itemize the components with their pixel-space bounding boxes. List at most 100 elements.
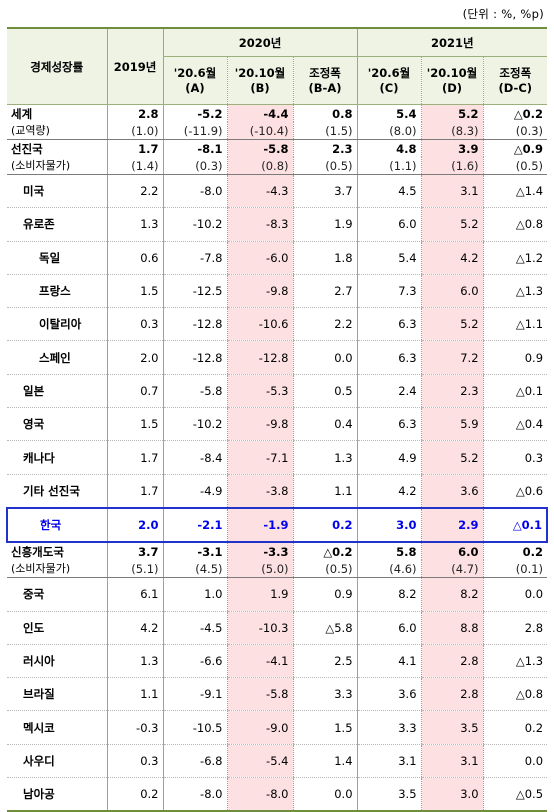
country-value: 0.0 bbox=[482, 744, 548, 779]
world-value: 5.4 bbox=[356, 104, 422, 122]
country-value: 2.2 bbox=[292, 307, 358, 342]
country-value: 3.1 bbox=[356, 744, 422, 779]
table-row: 러시아 1.3 -6.6 -4.1 2.5 4.1 2.8 △1.3 bbox=[7, 644, 548, 679]
country-value: -10.3 bbox=[226, 611, 293, 645]
country-value: 6.3 bbox=[356, 307, 422, 342]
country-value: 3.5 bbox=[356, 777, 422, 812]
korea-value: -2.1 bbox=[162, 506, 227, 544]
advanced-value: 1.7 bbox=[106, 139, 163, 157]
country-value: 0.0 bbox=[292, 340, 358, 375]
world-value: 2.8 bbox=[106, 104, 163, 122]
country-value: 1.9 bbox=[292, 207, 358, 242]
country-value: △1.3 bbox=[482, 644, 548, 679]
country-value: -7.8 bbox=[162, 241, 227, 275]
country-value: 6.0 bbox=[420, 274, 484, 309]
emerging-sublabel: (소비자물가) bbox=[7, 560, 107, 579]
header-col-b: '20.10월 (B) bbox=[226, 56, 293, 105]
country-value: 1.3 bbox=[106, 644, 163, 679]
advanced-value: △0.9 bbox=[482, 139, 548, 157]
world-value: △0.2 bbox=[482, 104, 548, 122]
country-value: 2.0 bbox=[106, 340, 163, 375]
country-value: 4.9 bbox=[356, 440, 422, 475]
country-value: 0.2 bbox=[482, 710, 548, 745]
advanced-sub-value: (1.6) bbox=[420, 157, 484, 175]
country-value: 5.4 bbox=[356, 241, 422, 275]
country-label: 유로존 bbox=[7, 207, 107, 242]
country-value: 1.3 bbox=[106, 207, 163, 242]
country-value: -5.3 bbox=[226, 374, 293, 409]
header-col-dc: 조정폭 (D-C) bbox=[482, 56, 548, 105]
country-value: 0.9 bbox=[292, 577, 358, 612]
advanced-value: 2.3 bbox=[292, 139, 358, 157]
emerging-sub-value: (0.5) bbox=[292, 560, 358, 579]
emerging-value: 3.7 bbox=[106, 541, 163, 561]
country-value: 0.9 bbox=[482, 340, 548, 375]
country-value: -8.0 bbox=[226, 777, 293, 812]
country-value: -9.0 bbox=[226, 710, 293, 745]
header-col-a: '20.6월 (A) bbox=[162, 56, 227, 105]
world-sub-value: (-10.4) bbox=[226, 122, 293, 140]
korea-value: 3.0 bbox=[356, 506, 422, 544]
header-col-d: '20.10월 (D) bbox=[420, 56, 484, 105]
country-value: -7.1 bbox=[226, 440, 293, 475]
world-sub-value: (1.0) bbox=[106, 122, 163, 140]
country-value: 3.3 bbox=[356, 710, 422, 745]
country-value: 3.1 bbox=[420, 174, 484, 209]
country-value: -0.3 bbox=[106, 710, 163, 745]
emerging-sub-value: (4.7) bbox=[420, 560, 484, 579]
country-value: -6.8 bbox=[162, 744, 227, 779]
world-sub-value: (-11.9) bbox=[162, 122, 227, 140]
table-row: 기타 선진국 1.7 -4.9 -3.8 1.1 4.2 3.6 △0.6 bbox=[7, 474, 548, 509]
world-row: 세계 2.8 -5.2 -4.4 0.8 5.4 5.2 △0.2 bbox=[7, 104, 548, 122]
country-value: -5.8 bbox=[226, 677, 293, 712]
header-category: 경제성장률 bbox=[7, 27, 107, 105]
korea-row: 한국 2.0 -2.1 -1.9 0.2 3.0 2.9 △0.1 bbox=[6, 506, 549, 544]
country-value: -8.4 bbox=[162, 440, 227, 475]
table-row: 스페인 2.0 -12.8 -12.8 0.0 6.3 7.2 0.9 bbox=[7, 340, 548, 375]
emerging-sub-value: (5.0) bbox=[226, 560, 293, 579]
country-value: -10.2 bbox=[162, 407, 227, 442]
country-value: 3.5 bbox=[420, 710, 484, 745]
emerging-value: -3.3 bbox=[226, 541, 293, 561]
country-value: 4.1 bbox=[356, 644, 422, 679]
country-value: -6.6 bbox=[162, 644, 227, 679]
country-value: -5.4 bbox=[226, 744, 293, 779]
country-value: △0.6 bbox=[482, 474, 548, 509]
country-value: △1.3 bbox=[482, 274, 548, 309]
country-value: 2.7 bbox=[292, 274, 358, 309]
country-value: 3.7 bbox=[292, 174, 358, 209]
header-col-ba: 조정폭 (B-A) bbox=[292, 56, 358, 105]
country-label: 인도 bbox=[7, 611, 107, 645]
emerging-label: 신흥개도국 bbox=[7, 541, 107, 561]
advanced-sub-value: (0.3) bbox=[162, 157, 227, 175]
table-row: 사우디 0.3 -6.8 -5.4 1.4 3.1 3.1 0.0 bbox=[7, 744, 548, 779]
country-value: 3.0 bbox=[420, 777, 484, 812]
world-value: 0.8 bbox=[292, 104, 358, 122]
country-value: 6.1 bbox=[106, 577, 163, 612]
emerging-row: 신흥개도국 3.7 -3.1 -3.3 △0.2 5.8 6.0 0.2 bbox=[7, 541, 548, 561]
country-value: △5.8 bbox=[292, 611, 358, 645]
table-row: 중국 6.1 1.0 1.9 0.9 8.2 8.2 0.0 bbox=[7, 577, 548, 612]
growth-table: 경제성장률 2019년 2020년 2021년 '20.6월 (A) '20.10… bbox=[6, 27, 549, 812]
country-value: △0.1 bbox=[482, 374, 548, 409]
country-value: 0.5 bbox=[292, 374, 358, 409]
table-row: 영국 1.5 -10.2 -9.8 0.4 6.3 5.9 △0.4 bbox=[7, 407, 548, 442]
emerging-value: 6.0 bbox=[420, 541, 484, 561]
country-value: 1.5 bbox=[292, 710, 358, 745]
country-label: 독일 bbox=[7, 241, 107, 275]
country-value: 1.1 bbox=[292, 474, 358, 509]
advanced-row: 선진국 1.7 -8.1 -5.8 2.3 4.8 3.9 △0.9 bbox=[7, 139, 548, 157]
emerging-value: 5.8 bbox=[356, 541, 422, 561]
country-value: -4.9 bbox=[162, 474, 227, 509]
world-sub-value: (0.3) bbox=[482, 122, 548, 140]
country-value: 5.2 bbox=[420, 207, 484, 242]
country-value: -4.3 bbox=[226, 174, 293, 209]
country-value: 0.4 bbox=[292, 407, 358, 442]
table-row: 독일 0.6 -7.8 -6.0 1.8 5.4 4.2 △1.2 bbox=[7, 241, 548, 275]
emerging-value: 0.2 bbox=[482, 541, 548, 561]
country-value: 0.3 bbox=[106, 307, 163, 342]
country-value: 3.3 bbox=[292, 677, 358, 712]
country-label: 일본 bbox=[7, 374, 107, 409]
country-value: 3.1 bbox=[420, 744, 484, 779]
emerging-sub-value: (4.5) bbox=[162, 560, 227, 579]
